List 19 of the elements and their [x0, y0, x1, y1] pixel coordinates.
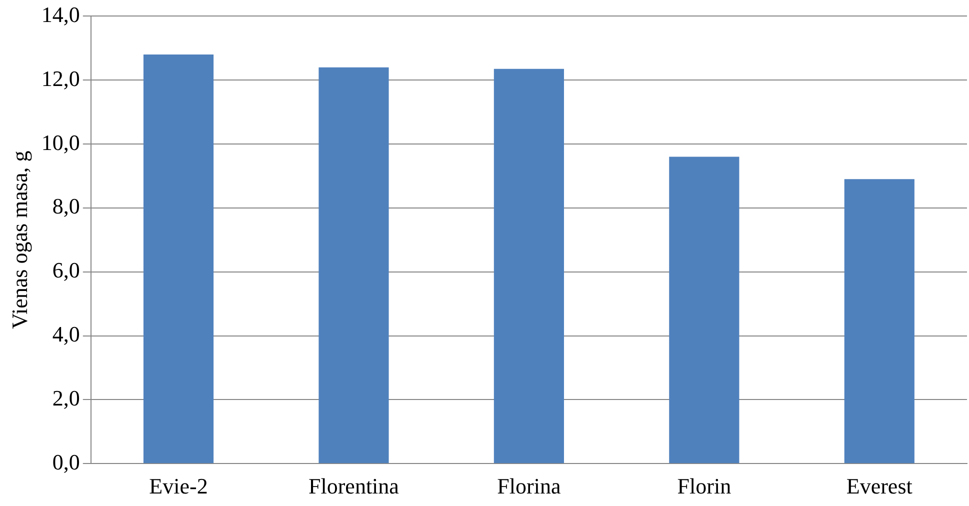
x-tick-label: Everest — [846, 474, 912, 499]
y-tick-label: 4,0 — [52, 322, 80, 347]
y-tick-label: 14,0 — [41, 2, 80, 27]
y-tick-label: 2,0 — [52, 385, 80, 410]
y-tick-label: 8,0 — [52, 194, 80, 219]
y-tick-label: 12,0 — [41, 66, 80, 91]
x-tick-label: Florentina — [308, 474, 400, 499]
y-tick-label: 6,0 — [52, 258, 80, 283]
bar — [318, 67, 389, 464]
x-tick-label: Florin — [677, 474, 732, 499]
y-tick-label: 10,0 — [41, 130, 80, 155]
x-tick-label: Evie-2 — [149, 474, 208, 499]
bar — [494, 68, 564, 464]
x-tick-label: Florina — [497, 474, 561, 499]
bar — [669, 156, 740, 464]
y-tick-label: 0,0 — [52, 449, 80, 474]
bar — [844, 179, 914, 464]
y-axis-title: Vienas ogas masa, g — [6, 150, 32, 330]
bar — [143, 54, 214, 464]
